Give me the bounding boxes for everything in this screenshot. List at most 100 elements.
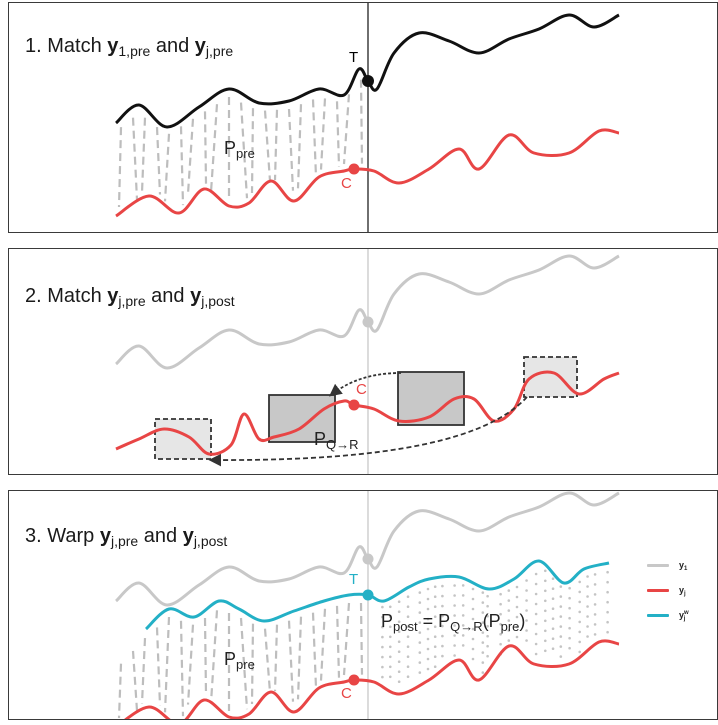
warp-dot <box>593 593 597 596</box>
warp-dot <box>471 637 475 641</box>
warp-dot <box>515 625 519 629</box>
warp-dot <box>453 584 456 587</box>
warp-dot <box>578 590 581 594</box>
warp-dot <box>388 675 392 679</box>
warp-dot <box>586 605 589 608</box>
warp-dot <box>388 625 392 629</box>
warp-dot <box>441 634 444 638</box>
warp-dot <box>426 647 430 651</box>
warp-dot <box>543 609 547 613</box>
warp-dot <box>499 642 502 646</box>
warp-dot <box>525 619 528 622</box>
matching-line <box>203 111 208 184</box>
warp-dot <box>559 645 563 648</box>
warp-dot <box>388 665 392 669</box>
warp-dot <box>551 577 555 580</box>
warp-dot <box>551 597 555 600</box>
warp-dot <box>499 602 502 606</box>
panel-2-C-label: C <box>356 381 367 398</box>
warp-dot <box>578 580 581 584</box>
matching-line <box>179 620 185 717</box>
panel-2-C-point <box>348 399 360 411</box>
warp-dot <box>578 650 581 654</box>
panel-3-C-point <box>348 674 360 686</box>
warp-dot <box>551 647 555 650</box>
warp-dot <box>461 644 465 647</box>
warp-dot <box>543 629 547 633</box>
panel-2-P-label: PQ→R <box>314 429 359 452</box>
warp-dot <box>543 579 547 583</box>
warp-dot <box>559 605 563 608</box>
warp-dot <box>534 632 538 636</box>
warp-dot <box>426 627 430 631</box>
warp-dot <box>471 597 475 601</box>
warp-dot <box>593 583 597 586</box>
warp-dot <box>426 587 430 591</box>
warp-dot <box>461 624 465 627</box>
warp-dot <box>559 625 563 628</box>
matching-line <box>131 117 139 200</box>
warp-dot <box>543 569 547 573</box>
warp-dot <box>578 610 581 614</box>
matching-line <box>311 99 318 177</box>
warp-dot <box>426 607 430 611</box>
panel-3-T-label: T <box>349 571 359 588</box>
warp-dot <box>515 605 519 609</box>
warp-dot <box>471 647 475 651</box>
warp-dot <box>397 600 401 603</box>
panel-2-T-point <box>362 316 374 328</box>
warp-dot <box>568 606 571 610</box>
matching-line <box>335 605 341 678</box>
warp-dot <box>453 594 456 597</box>
warp-dot <box>453 614 456 617</box>
warp-dot <box>499 622 502 626</box>
warp-dot <box>507 609 511 612</box>
warp-dot <box>441 624 444 628</box>
warp-dot <box>481 641 485 644</box>
warp-dot <box>433 655 437 658</box>
matching-line <box>273 624 279 692</box>
panel-1-title: 1. Match y1,pre and yj,pre <box>25 35 234 59</box>
warp-dot <box>499 612 502 616</box>
matching-line <box>319 608 327 681</box>
warp-dot <box>471 617 475 621</box>
warp-dot <box>397 620 401 623</box>
warp-dot <box>406 645 410 648</box>
warp-dot <box>543 599 547 603</box>
matching-line <box>296 616 303 700</box>
warp-dot <box>606 570 609 574</box>
panel-1-C-point <box>348 163 360 175</box>
warp-dot <box>559 595 563 598</box>
warp-dot <box>433 645 437 648</box>
panel-2-title: 2. Match yj,pre and yj,post <box>25 285 235 309</box>
legend-swatch-y1 <box>647 564 669 567</box>
panel-3-P-label: Ppre <box>224 649 255 672</box>
legend-swatch-yjw <box>647 614 669 617</box>
warp-dot <box>388 655 392 659</box>
matching-line <box>319 98 327 170</box>
warp-dot <box>534 572 538 576</box>
warp-dot <box>406 625 410 628</box>
matching-line <box>117 127 123 208</box>
warp-dot <box>471 587 475 591</box>
warp-dot <box>461 604 465 607</box>
panel-3-yjw-series <box>144 559 610 631</box>
warp-dot <box>461 614 465 617</box>
warp-dot <box>507 629 511 632</box>
matching-line <box>239 617 249 710</box>
panel-3: 3. Warp yj,pre and yj,post T C Ppre Ppos… <box>8 490 718 720</box>
warp-dot <box>426 667 430 671</box>
warp-dot <box>525 629 528 632</box>
matching-line <box>131 650 139 711</box>
warp-dot <box>406 655 410 658</box>
panel-3-title: 3. Warp yj,pre and yj,post <box>25 525 228 549</box>
warp-dot <box>388 615 392 619</box>
warp-dot <box>551 617 555 620</box>
warp-dot <box>551 607 555 610</box>
warp-dot <box>441 584 444 588</box>
warp-dot <box>525 599 528 602</box>
warp-dot <box>471 657 475 661</box>
warp-dot <box>499 632 502 636</box>
matching-line <box>209 104 219 192</box>
matching-line <box>179 126 185 206</box>
